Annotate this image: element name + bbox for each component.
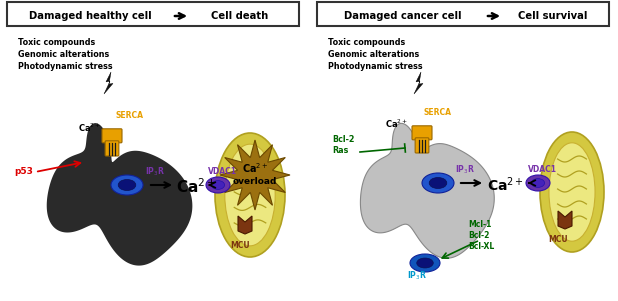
Polygon shape [104, 72, 113, 94]
Text: MCU: MCU [548, 235, 568, 244]
Text: Ca$^{2+}$: Ca$^{2+}$ [385, 118, 408, 130]
Text: SERCA: SERCA [424, 108, 452, 117]
Ellipse shape [526, 175, 550, 191]
Text: VDAC1: VDAC1 [208, 167, 237, 176]
Ellipse shape [417, 258, 433, 268]
Text: Bcl-2
Ras: Bcl-2 Ras [332, 135, 355, 155]
Ellipse shape [211, 181, 224, 189]
Polygon shape [414, 72, 423, 94]
Text: overload: overload [233, 178, 277, 187]
Polygon shape [558, 211, 572, 229]
Ellipse shape [215, 133, 285, 257]
Polygon shape [238, 216, 252, 234]
Ellipse shape [422, 173, 454, 193]
FancyBboxPatch shape [7, 2, 299, 26]
Text: IP$_3$R: IP$_3$R [407, 269, 427, 281]
FancyBboxPatch shape [317, 2, 609, 26]
Text: Cell survival: Cell survival [519, 11, 588, 21]
Ellipse shape [206, 177, 230, 193]
Ellipse shape [410, 254, 440, 272]
Polygon shape [220, 140, 290, 210]
Ellipse shape [111, 175, 143, 195]
Text: Damaged healthy cell: Damaged healthy cell [28, 11, 151, 21]
Text: Mcl-1
Bcl-2
Bcl-XL: Mcl-1 Bcl-2 Bcl-XL [468, 220, 494, 251]
Text: Ca$^{2+}$: Ca$^{2+}$ [242, 161, 268, 175]
Text: MCU: MCU [230, 241, 250, 250]
Text: p53: p53 [14, 167, 33, 176]
Text: IP$_3$R: IP$_3$R [455, 163, 475, 175]
FancyBboxPatch shape [105, 141, 119, 156]
Text: SERCA: SERCA [115, 111, 143, 120]
Ellipse shape [549, 143, 595, 241]
Text: VDAC1: VDAC1 [528, 165, 557, 174]
Text: Damaged cancer cell: Damaged cancer cell [344, 11, 462, 21]
Polygon shape [360, 123, 494, 258]
FancyBboxPatch shape [102, 129, 122, 143]
Ellipse shape [118, 179, 136, 191]
Text: IP$_3$R: IP$_3$R [145, 165, 165, 178]
Polygon shape [47, 123, 192, 265]
Text: Cell death: Cell death [211, 11, 269, 21]
Ellipse shape [531, 178, 544, 188]
Text: Ca$^{2+}$: Ca$^{2+}$ [78, 122, 101, 134]
Ellipse shape [540, 132, 604, 252]
Ellipse shape [429, 178, 447, 188]
Text: Toxic compounds
Genomic alterations
Photodynamic stress: Toxic compounds Genomic alterations Phot… [328, 38, 423, 71]
Text: Toxic compounds
Genomic alterations
Photodynamic stress: Toxic compounds Genomic alterations Phot… [18, 38, 112, 71]
Text: Ca$^{2+}$: Ca$^{2+}$ [487, 176, 524, 194]
Text: Ca$^{2+}$: Ca$^{2+}$ [176, 178, 216, 196]
FancyBboxPatch shape [415, 138, 429, 153]
FancyBboxPatch shape [412, 126, 432, 140]
Ellipse shape [225, 144, 275, 246]
